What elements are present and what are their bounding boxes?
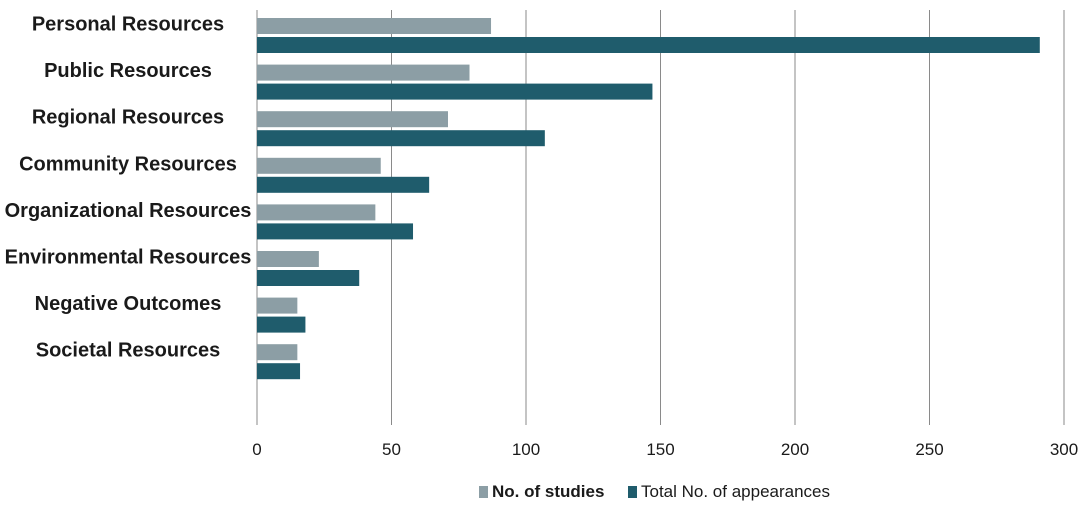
legend: No. of studies Total No. of appearances [479, 482, 830, 501]
bar [257, 344, 298, 361]
category-label: Environmental Resources [5, 247, 252, 269]
x-tick-label: 200 [781, 440, 809, 459]
x-tick-label: 0 [252, 440, 261, 459]
bar [257, 130, 545, 147]
category-label: Community Resources [19, 153, 237, 175]
bar [257, 204, 376, 221]
legend-swatch [628, 486, 637, 498]
x-tick-label: 150 [646, 440, 674, 459]
category-labels: Personal Resources Public Resources Region… [5, 14, 252, 362]
bar [257, 363, 301, 380]
x-tick-label: 300 [1050, 440, 1078, 459]
bar [257, 316, 306, 333]
category-label: Personal Resources [32, 14, 224, 36]
bars [257, 18, 1040, 380]
bar [257, 270, 360, 286]
category-label: Negative Outcomes [35, 293, 222, 315]
legend-label: No. of studies [492, 482, 604, 501]
category-label: Public Resources [44, 60, 212, 82]
category-label: Societal Resources [36, 340, 221, 362]
bar [257, 18, 492, 34]
x-tick-label: 50 [382, 440, 401, 459]
bar [257, 37, 1040, 53]
bar [257, 157, 381, 174]
x-tick-label: 100 [512, 440, 540, 459]
bar [257, 64, 470, 81]
bar [257, 111, 448, 128]
bar [257, 176, 430, 193]
legend-label: Total No. of appearances [641, 482, 830, 501]
bar [257, 251, 319, 267]
bar [257, 297, 298, 314]
x-tick-labels: 0 50 100 150 200 250 300 [252, 440, 1078, 459]
bar [257, 83, 653, 100]
x-tick-label: 250 [915, 440, 943, 459]
category-label: Regional Resources [32, 107, 224, 129]
legend-swatch [479, 486, 488, 498]
bar [257, 223, 414, 240]
category-label: Organizational Resources [5, 200, 252, 222]
